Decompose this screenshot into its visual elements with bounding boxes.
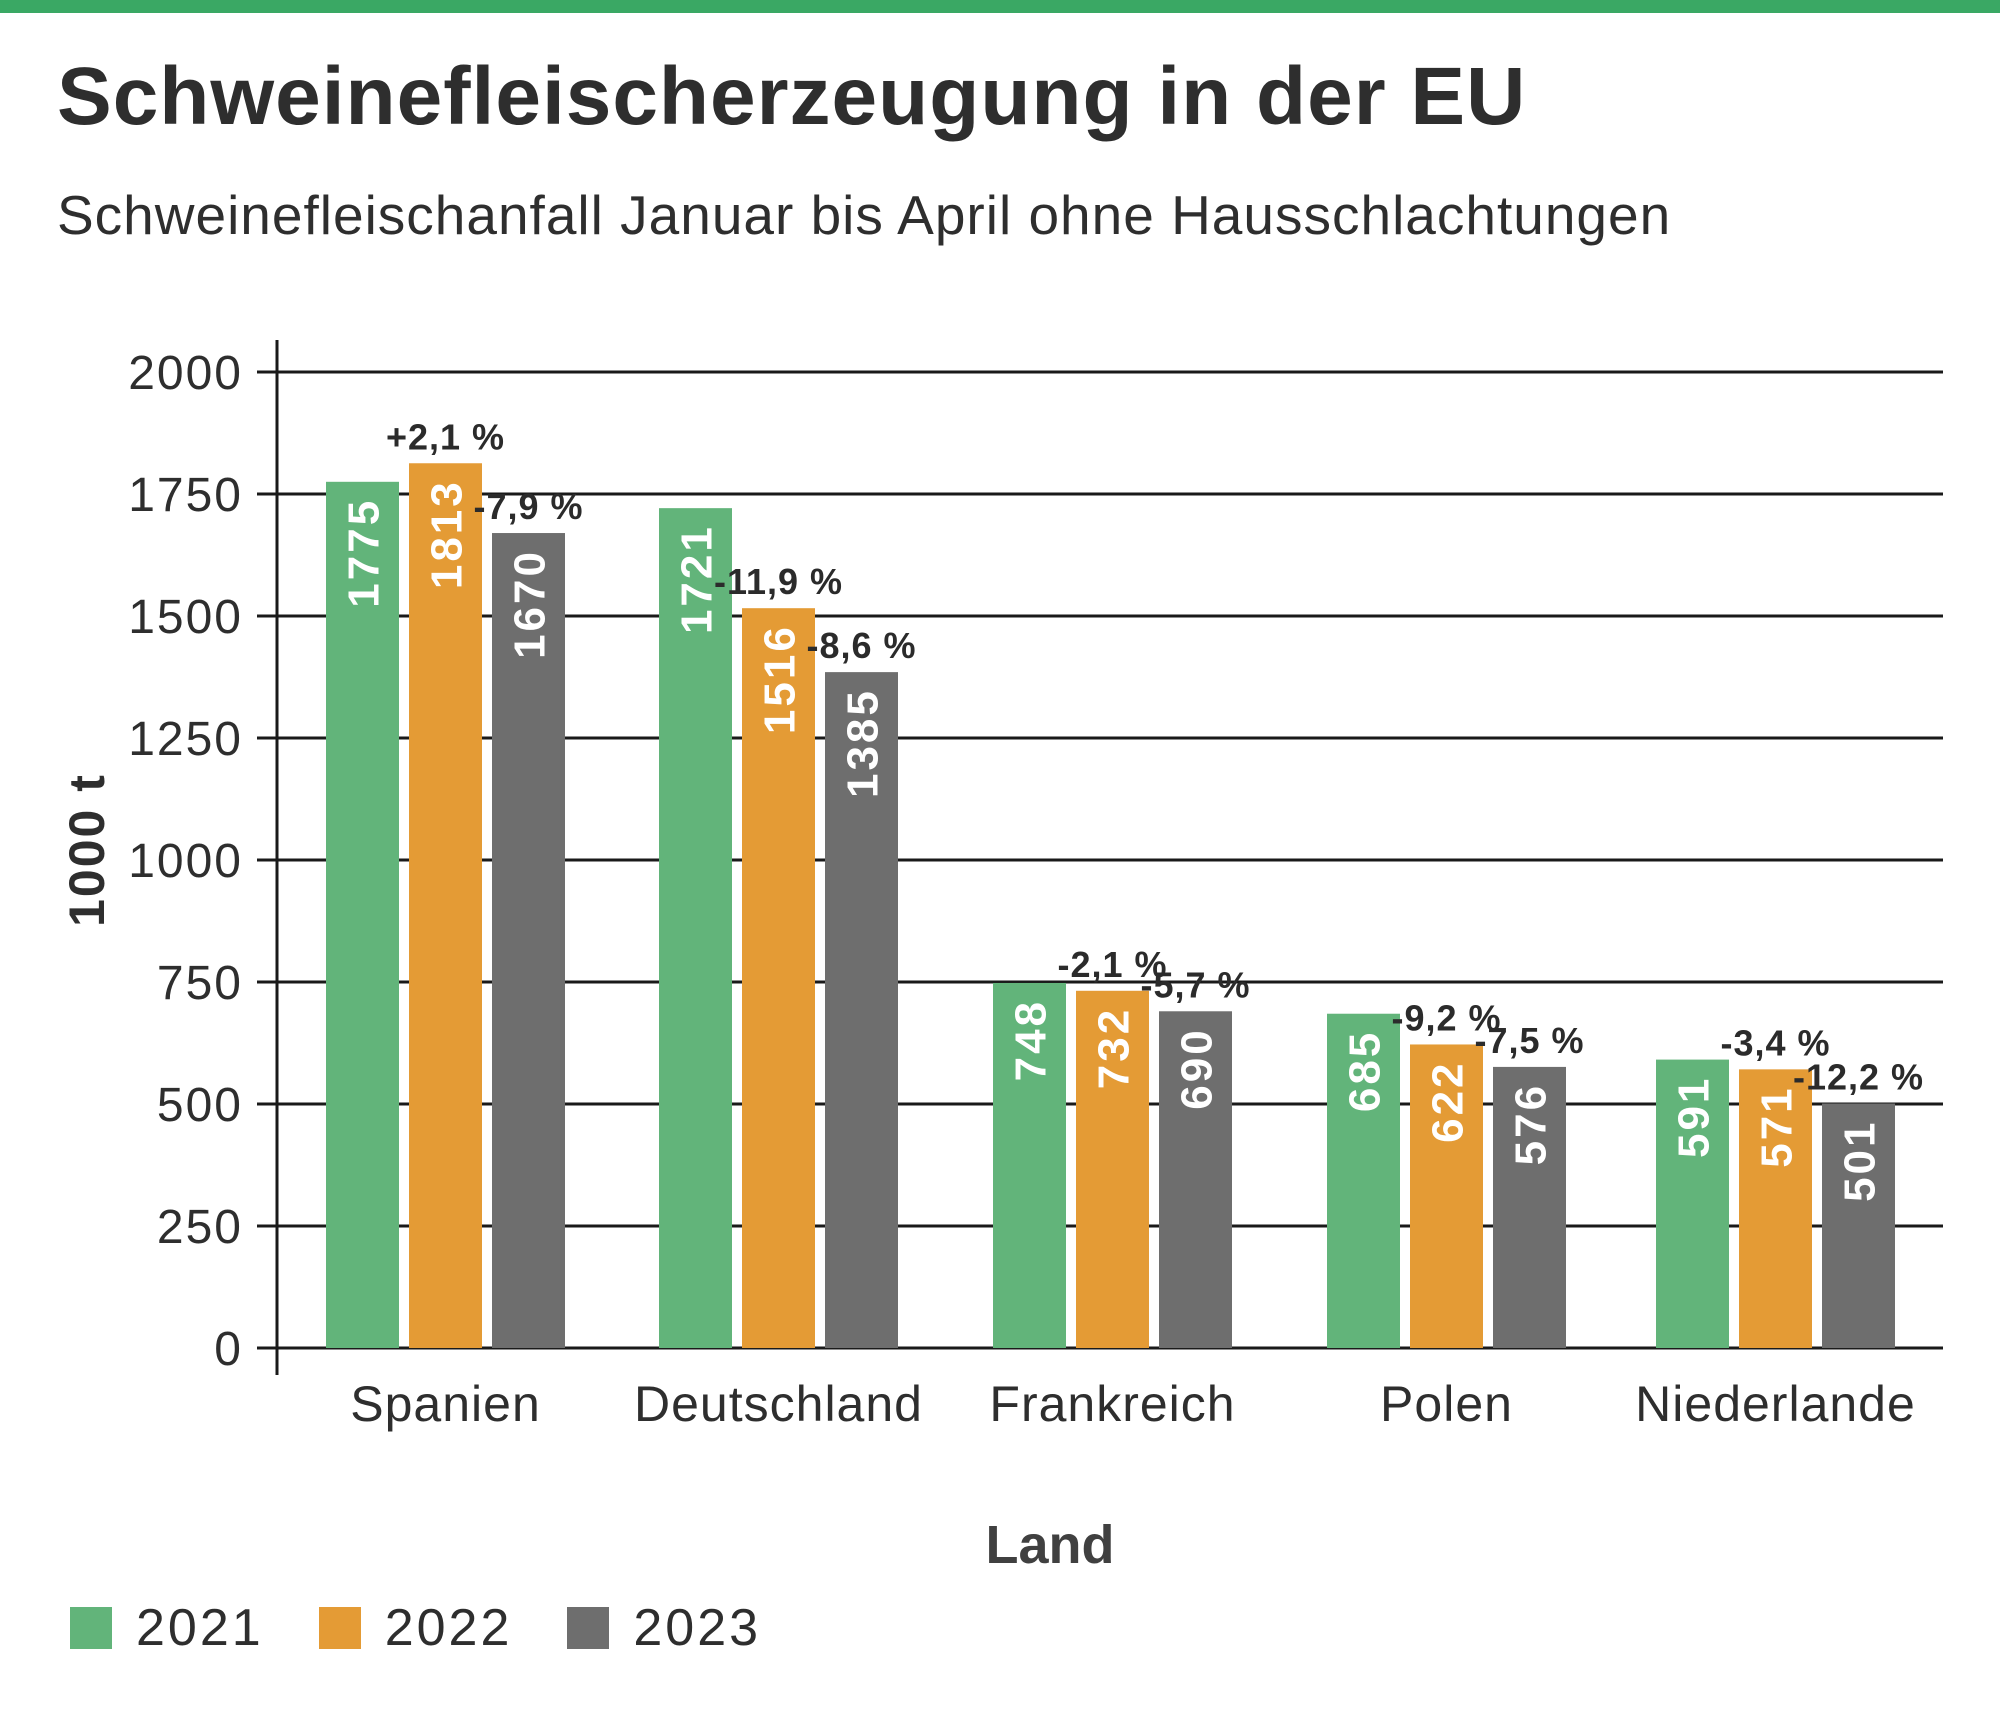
legend-item-2023: 2023 [567,1598,761,1658]
chart-title: Schweinefleischerzeugung in der EU [57,51,1527,142]
bars: 1775 1813 +2,1 % 1670 -7,9 % 1721 1516 -11,9 % 1… [326,416,1924,1349]
bar-2023-frankreich [1159,1011,1232,1348]
y-tick-label: 1500 [128,591,243,644]
x-tick-label-deutschland: Deutschland [634,1376,923,1432]
bar-value-label: 1670 [506,549,555,659]
bar-value-label: 571 [1753,1085,1802,1167]
y-tick-label: 750 [157,957,243,1010]
top-accent-bar [0,0,2000,13]
x-tick-label-niederlande: Niederlande [1635,1376,1916,1432]
y-tick-label: 250 [157,1201,243,1254]
y-tick-label: 0 [214,1323,243,1376]
bar-2022-spanien [409,463,482,1349]
bar-value-label: 732 [1090,1007,1139,1089]
chart-subtitle: Schweinefleischanfall Januar bis April o… [57,184,1672,246]
x-axis-label: Land [986,1515,1115,1575]
change-label: -11,9 % [714,561,843,602]
change-label: -12,2 % [1793,1057,1924,1098]
change-label: -7,9 % [473,486,583,527]
x-tick-label-polen: Polen [1380,1376,1513,1432]
bar-value-label: 690 [1173,1027,1222,1109]
legend: 2021 2022 2023 [70,1598,816,1658]
change-label: -9,2 % [1391,997,1501,1038]
bar-2023-deutschland [825,672,898,1348]
x-axis: Spanien Deutschland Frankreich Polen Niederl… [350,1376,1916,1432]
bar-2023-spanien [492,533,565,1348]
bar-2021-polen [1327,1013,1400,1348]
bar-2021-spanien [326,481,399,1348]
bar-value-label: 1385 [839,688,888,798]
y-tick-label: 1000 [128,835,243,888]
y-axis-label: 1000 t [59,773,115,927]
change-label: -2,1 % [1057,944,1167,985]
legend-label-2022: 2022 [384,1599,513,1657]
bar-value-label: 501 [1836,1120,1885,1202]
bar-value-label: 1775 [340,498,389,608]
bar-value-label: 591 [1670,1076,1719,1158]
x-tick-label-frankreich: Frankreich [989,1376,1235,1432]
legend-swatch-2021 [70,1607,112,1649]
legend-swatch-2022 [318,1607,361,1649]
bar-2022-niederlande [1739,1069,1812,1348]
legend-item-2021: 2021 [70,1598,264,1658]
change-label: -5,7 % [1140,964,1250,1005]
bar-2021-deutschland [659,508,732,1349]
bar-2021-niederlande [1656,1059,1729,1348]
bar-value-label: 1813 [423,479,472,589]
change-label: +2,1 % [386,416,505,457]
bar-value-label: 748 [1007,999,1056,1081]
bar-2022-deutschland [742,608,815,1348]
legend-item-2022: 2022 [318,1598,513,1658]
bar-2022-polen [1410,1044,1483,1348]
y-tick-label: 500 [157,1079,243,1132]
change-label: -7,5 % [1474,1020,1584,1061]
bar-value-label: 1516 [756,624,805,734]
y-tick-label: 2000 [128,347,243,400]
bar-2023-polen [1493,1066,1566,1348]
y-axis: 0 250 500 750 1000 1250 1500 1750 2000 [128,340,279,1376]
x-tick-label-spanien: Spanien [350,1376,541,1432]
y-tick-label: 1750 [128,469,243,522]
legend-label-2021: 2021 [136,1599,264,1657]
bar-value-label: 1721 [673,524,722,634]
bar-2021-frankreich [993,982,1066,1348]
legend-label-2023: 2023 [633,1599,762,1657]
bar-value-label: 622 [1424,1060,1473,1142]
bar-value-label: 685 [1341,1030,1390,1112]
bar-2022-frankreich [1076,990,1149,1348]
change-label: -8,6 % [806,625,916,666]
y-tick-label: 1250 [128,713,243,766]
change-label: -3,4 % [1720,1022,1830,1063]
legend-swatch-2023 [567,1607,610,1649]
bar-2023-niederlande [1822,1103,1895,1348]
bar-value-label: 576 [1507,1083,1556,1165]
